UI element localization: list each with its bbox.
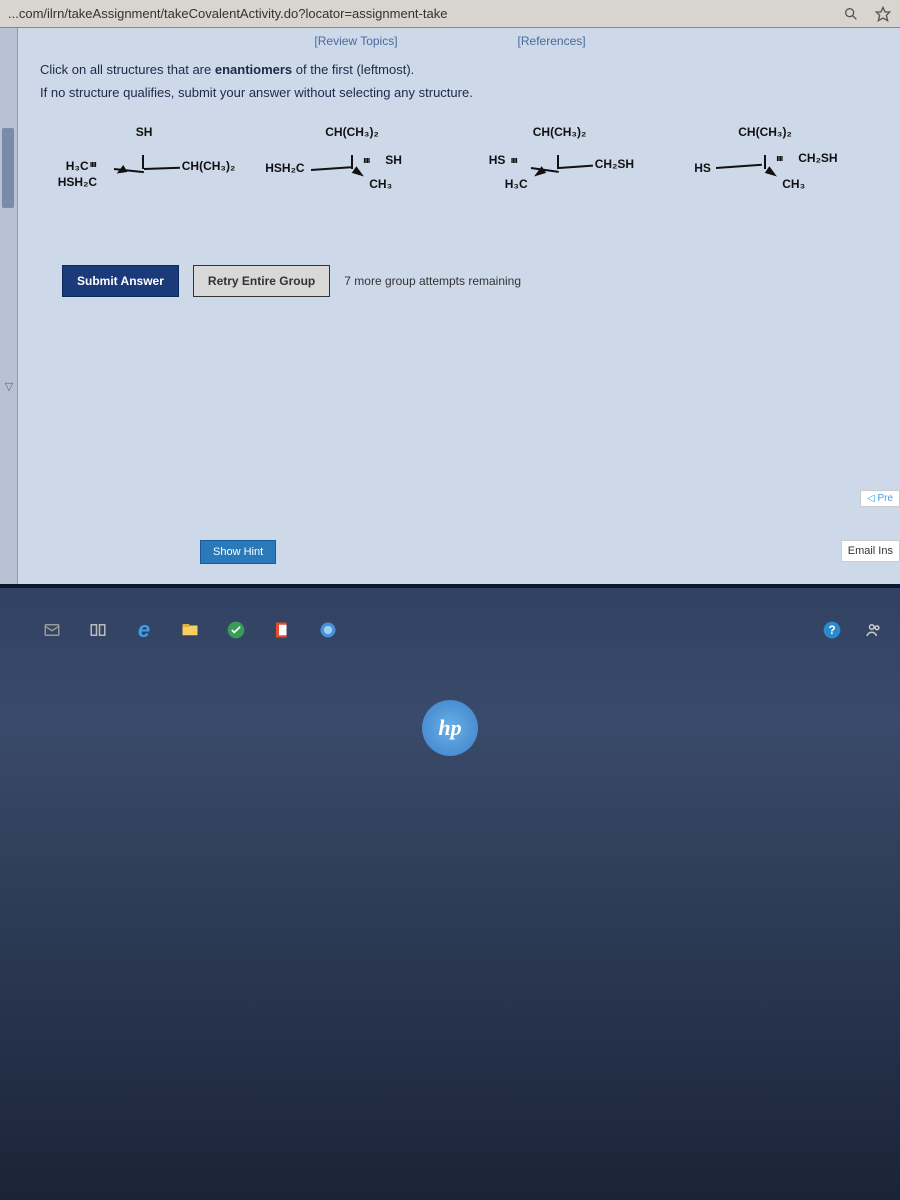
molecule-4[interactable]: CH(CH₃)₂ HS ıııı CH₂SH CH₃ (676, 125, 856, 215)
wedge-hash-icon: ıııı (511, 155, 517, 165)
show-hint-button[interactable]: Show Hint (200, 540, 276, 564)
instruction-line-1: Click on all structures that are enantio… (40, 58, 870, 81)
email-instructor-badge[interactable]: Email Ins (841, 540, 900, 562)
wedge-hash-icon: ıııı (776, 153, 782, 163)
retry-group-button[interactable]: Retry Entire Group (193, 265, 330, 297)
molecule-1[interactable]: SH H₃C ıııı CH(CH₃)₂ HSH₂C (54, 125, 234, 215)
topic-links: [Review Topics] [References] (0, 34, 900, 48)
previous-nav-badge[interactable]: ◁ Pre (860, 490, 900, 507)
mol4-left: HS (694, 161, 711, 175)
mol2-left: HSH₂C (265, 161, 304, 175)
checkmark-app-icon[interactable] (224, 618, 248, 642)
help-tray-icon[interactable]: ? (820, 618, 844, 642)
review-topics-link[interactable]: [Review Topics] (314, 34, 397, 48)
hint-container: Show Hint (200, 540, 276, 564)
hp-logo-icon: hp (422, 700, 478, 756)
references-link[interactable]: [References] (518, 34, 586, 48)
mol3-right: CH₂SH (595, 157, 634, 171)
content-panel: ▽ [Review Topics] [References] Click on … (0, 28, 900, 588)
mol2-right2: CH₃ (369, 177, 392, 191)
mol3-top: CH(CH₃)₂ (533, 125, 587, 139)
browser-app-icon[interactable] (316, 618, 340, 642)
wedge-hash-icon: ıııı (90, 159, 96, 169)
mol4-right1: CH₂SH (798, 151, 837, 165)
mol4-right2: CH₃ (782, 177, 805, 191)
scroll-down-arrow-icon[interactable]: ▽ (2, 380, 16, 394)
mail-icon[interactable] (40, 618, 64, 642)
taskbar-tray: ? (820, 618, 886, 642)
office-app-icon[interactable] (270, 618, 294, 642)
edge-browser-icon[interactable]: e (132, 618, 156, 642)
scroll-thumb[interactable] (2, 128, 14, 208)
submit-answer-button[interactable]: Submit Answer (62, 265, 179, 297)
mol3-left1: HS (489, 153, 506, 167)
url-text: ...com/ilrn/takeAssignment/takeCovalentA… (8, 6, 842, 21)
mol1-right: CH(CH₃)₂ (182, 159, 236, 173)
zoom-icon[interactable] (842, 5, 860, 23)
molecule-2[interactable]: CH(CH₃)₂ HSH₂C ıııı SH CH₃ (261, 125, 441, 215)
mol2-top: CH(CH₃)₂ (325, 125, 379, 139)
mol3-left2: H₃C (505, 177, 528, 191)
people-tray-icon[interactable] (862, 618, 886, 642)
molecule-3[interactable]: CH(CH₃)₂ HS ıııı CH₂SH H₃C (469, 125, 649, 215)
molecule-options: SH H₃C ıııı CH(CH₃)₂ HSH₂C CH(CH₃)₂ HSH₂… (0, 105, 900, 225)
svg-text:?: ? (828, 624, 835, 637)
vertical-scrollbar[interactable]: ▽ (0, 28, 18, 584)
mol1-left2: HSH₂C (58, 175, 97, 189)
favorite-star-icon[interactable] (874, 5, 892, 23)
action-row: Submit Answer Retry Entire Group 7 more … (0, 225, 900, 297)
mol1-left1: H₃C (66, 159, 89, 173)
mol4-top: CH(CH₃)₂ (738, 125, 792, 139)
attempts-remaining: 7 more group attempts remaining (344, 274, 521, 288)
file-explorer-icon[interactable] (178, 618, 202, 642)
mol2-right1: SH (385, 153, 402, 167)
url-bar-actions (842, 5, 892, 23)
browser-url-bar: ...com/ilrn/takeAssignment/takeCovalentA… (0, 0, 900, 28)
mol1-top: SH (136, 125, 153, 139)
windows-taskbar: e (40, 618, 340, 642)
instruction-line-2: If no structure qualifies, submit your a… (40, 81, 870, 104)
wedge-hash-icon: ıııı (363, 155, 369, 165)
task-view-icon[interactable] (86, 618, 110, 642)
